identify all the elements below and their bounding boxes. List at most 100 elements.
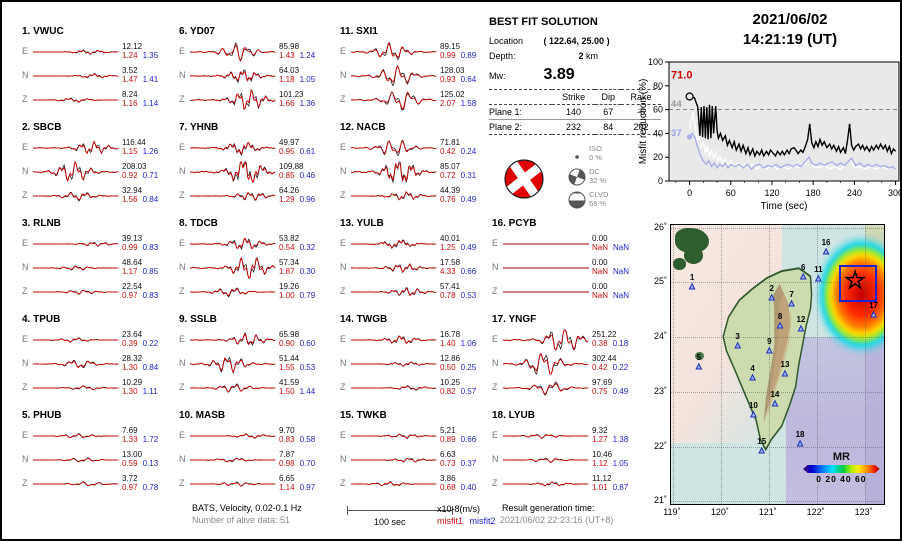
misfit2-value: 0.97 (299, 482, 316, 492)
component-label: E (340, 238, 347, 248)
waveform-row: N 64.03 1.18 1.05 (179, 63, 345, 87)
station-header: 5. PHUB (22, 410, 62, 421)
waveform-row: Z 97.69 0.75 0.49 (492, 375, 658, 399)
component-label: E (340, 46, 347, 56)
amplitude-value: 40.01 (440, 233, 461, 243)
station-triangle-icon: ▲ (795, 437, 805, 448)
map-station-number: 6 (801, 262, 806, 272)
station-block-phub: 5. PHUB E 7.69 1.33 1.72 N 13.00 0.59 0.13 Z 3.72 0… (22, 410, 188, 495)
station-header: 18. LYUB (492, 410, 535, 421)
misfit1-value: 1.55 (279, 362, 295, 372)
waveform-trace (33, 359, 119, 369)
amplitude-value: 3.72 (122, 473, 138, 483)
station-triangle-icon: ▲ (821, 246, 831, 257)
svg-text:100: 100 (648, 57, 663, 67)
misfit-values: 1.33 1.72 (122, 435, 158, 444)
waveform-trace (33, 49, 119, 55)
waveform-row: N 7.87 0.98 0.70 (179, 447, 345, 471)
waveform-values: 16.78 1.40 1.06 (440, 330, 476, 348)
waveform-values: 51.44 1.55 0.53 (279, 354, 315, 372)
waveform-row: N 128.03 0.93 0.64 (340, 63, 506, 87)
svg-text:40: 40 (653, 128, 663, 138)
station-block-yulb: 13. YULB E 40.01 1.25 0.49 N 17.58 4.33 0.66 Z 57.… (340, 218, 506, 303)
waveform-values: 101.23 1.66 1.36 (279, 90, 315, 108)
station-block-tpub: 4. TPUB E 23.64 0.39 0.22 N 28.32 1.30 0.84 Z 10.2… (22, 314, 188, 399)
map-lon-label: 121˚ (758, 507, 777, 517)
component-label: Z (22, 286, 28, 296)
misfit2-value: 0.30 (299, 266, 316, 276)
amplitude-value: 85.98 (279, 41, 300, 51)
waveform-values: 10.46 1.12 1.05 (592, 450, 628, 468)
station-triangle-icon: ▲ (775, 319, 785, 330)
misfit1-value: 1.24 (122, 50, 138, 60)
component-label: E (22, 238, 29, 248)
component-label: N (340, 358, 347, 368)
station-block-twkb: 15. TWKB E 5.21 0.89 0.66 N 6.63 0.73 0.37 Z 3.86 0… (340, 410, 506, 495)
misfit1-value: 1.25 (440, 242, 456, 252)
misfit-values: 1.29 0.96 (279, 195, 315, 204)
misfit1-value: 1.56 (122, 194, 138, 204)
waveform-trace (351, 239, 437, 250)
misfit1-value: 0.99 (122, 242, 138, 252)
station-block-lyub: 18. LYUB E 9.32 1.27 1.38 N 10.46 1.12 1.05 Z 11.1… (492, 410, 658, 495)
waveform-row: Z 44.39 0.76 0.49 (340, 183, 506, 207)
misfit-values: 1.40 1.06 (440, 339, 476, 348)
component-label: Z (340, 382, 346, 392)
misfit-reduction-plot: 0 60 120 180 240 300 0 20 40 60 80 100 71.0 44 37 Misfi… (632, 54, 900, 217)
svg-text:80: 80 (653, 81, 663, 91)
misfit1-value: 0.39 (122, 338, 138, 348)
waveform-row: E 9.32 1.27 1.38 (492, 423, 658, 447)
misfit2-value: 0.87 (612, 482, 629, 492)
station-triangle-icon: ▲ (869, 309, 879, 320)
waveform-values: 3.52 1.47 1.41 (122, 66, 158, 84)
map-station-marker: 7 ▲ (785, 291, 799, 309)
amplitude-value: 0.00 (592, 281, 608, 291)
station-header: 15. TWKB (340, 410, 387, 421)
waveform-values: 109.88 0.85 0.46 (279, 162, 315, 180)
waveform-row: Z 22.54 0.97 0.83 (22, 279, 188, 303)
clvd-label: CLVD 68 % (589, 189, 609, 208)
misfit1-value: NaN (592, 266, 609, 276)
time-scalebar (347, 506, 453, 515)
waveform-row: Z 0.00 NaN NaN (492, 279, 658, 303)
station-header: 7. YHNB (179, 122, 219, 133)
map-station-marker: 8 ▲ (773, 312, 787, 330)
waveform-trace (503, 481, 589, 487)
waveform-values: 3.72 0.97 0.78 (122, 473, 158, 492)
map-station-marker: 11 ▲ (811, 265, 825, 283)
misfit2-value: 1.44 (299, 386, 316, 396)
station-triangle-icon: ▲ (748, 371, 758, 382)
waveform-values: 48.64 1.17 0.85 (122, 258, 158, 276)
map-station-marker: 3 ▲ (731, 333, 745, 351)
misfit-values: 0.99 0.89 (440, 51, 476, 60)
map-station-marker: 1 ▲ (685, 273, 699, 291)
col-rake: Rake (621, 89, 661, 105)
misfit-values: NaN NaN (592, 243, 629, 252)
col-strike: Strike (551, 89, 596, 105)
svg-text:71.0: 71.0 (671, 70, 692, 82)
map-station-marker: 14 ▲ (768, 390, 782, 408)
waveform-trace (190, 69, 276, 84)
waveform-values: 7.69 1.33 1.72 (122, 426, 158, 444)
map-station-number: 10 (748, 401, 758, 411)
component-label: E (179, 430, 186, 440)
waveform-row: Z 6.65 1.14 0.97 (179, 471, 345, 495)
waveform-values: 64.26 1.29 0.96 (279, 185, 315, 204)
dc-item: DC 32 % (567, 167, 608, 186)
component-label: E (22, 430, 29, 440)
plane1-dip: 67 (595, 104, 622, 120)
waveform-trace (33, 140, 119, 155)
map-lon-label: 122˚ (806, 507, 825, 517)
location-value: ( 122.64, 25.00 ) (543, 36, 610, 46)
waveform-trace (351, 91, 437, 111)
waveform-trace (190, 42, 276, 63)
misfit1-value: 0.98 (279, 458, 295, 468)
misfit2-legend: misfit2 (469, 516, 496, 526)
amplitude-value: 64.26 (279, 185, 300, 195)
svg-text:180: 180 (806, 188, 821, 198)
waveform-trace (503, 457, 589, 463)
amplitude-value: 8.24 (122, 89, 138, 99)
misfit2-value: 0.66 (460, 266, 477, 276)
waveform-row: Z 57.41 0.78 0.53 (340, 279, 506, 303)
amplitude-value: 44.39 (440, 185, 461, 195)
